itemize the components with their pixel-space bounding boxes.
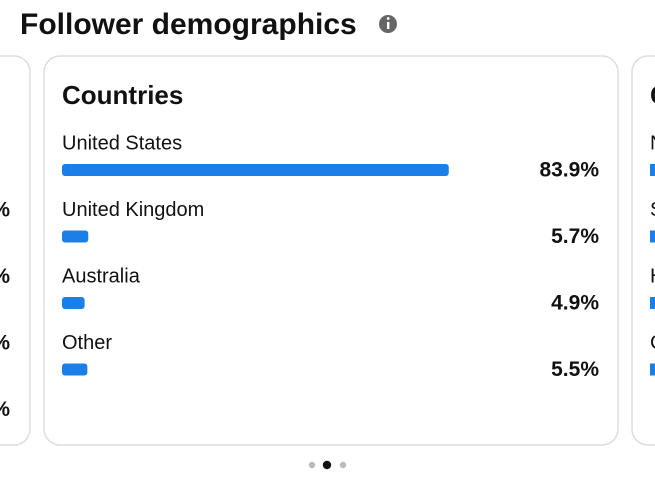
right-card-label: H xyxy=(650,265,655,287)
left-card-value: % xyxy=(0,332,10,355)
country-label: United States xyxy=(62,132,182,154)
right-card-bar xyxy=(650,297,655,309)
countries-card xyxy=(43,55,619,446)
bar xyxy=(62,297,85,309)
left-card-value: % xyxy=(0,265,10,288)
value-label: 4.9% xyxy=(551,292,599,315)
left-card-value: % xyxy=(0,398,10,421)
page-title: Follower demographics xyxy=(20,8,357,41)
card-title: Countries xyxy=(62,80,183,110)
left-card[interactable] xyxy=(0,55,31,446)
value-label: 5.7% xyxy=(551,225,599,248)
bar xyxy=(62,363,88,376)
country-label: Other xyxy=(62,332,112,354)
bar xyxy=(62,230,89,243)
right-card-label: S xyxy=(650,199,655,221)
page-dot-active[interactable] xyxy=(322,460,332,470)
right-card-bar xyxy=(650,230,655,243)
right-card-label: N xyxy=(650,132,655,154)
left-card-value: % xyxy=(0,199,10,222)
country-label: Australia xyxy=(62,265,141,287)
value-label: 83.9% xyxy=(539,159,599,182)
right-card-title: C xyxy=(650,80,655,110)
right-card-bar xyxy=(650,164,655,176)
country-label: United Kingdom xyxy=(62,199,204,221)
right-card-label: C xyxy=(650,332,655,354)
right-card[interactable] xyxy=(631,55,655,446)
right-card-bar xyxy=(650,363,655,376)
info-icon[interactable] xyxy=(379,15,397,33)
page-dot[interactable] xyxy=(339,461,347,469)
bar xyxy=(62,164,449,176)
page-dot[interactable] xyxy=(308,461,316,469)
value-label: 5.5% xyxy=(551,358,599,381)
